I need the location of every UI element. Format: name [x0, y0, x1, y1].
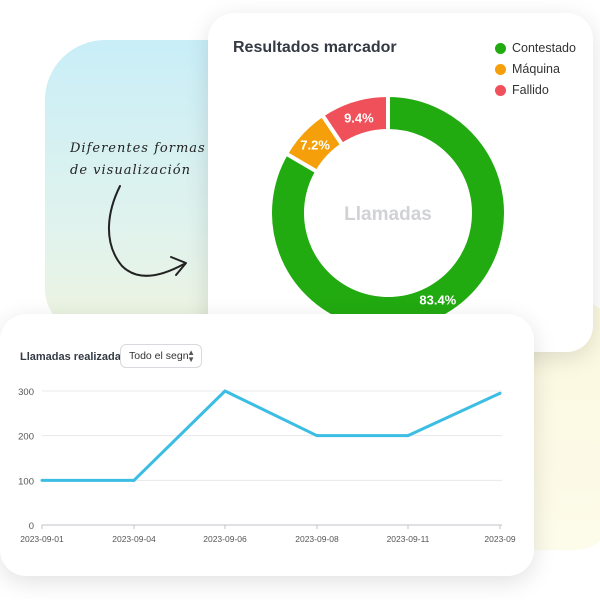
x-tick-label: 2023-09-11 — [387, 534, 430, 544]
line-chart: 0 100 200 300 2023-09-01 2023-09-04 2023-09-06… — [18, 387, 516, 544]
x-tick-label: 2023-09-08 — [295, 534, 339, 544]
legend-dot-icon — [495, 63, 506, 75]
calls-made-label: Llamadas realizadas: — [20, 351, 131, 363]
period-select[interactable]: Todo el segn ▲ ▼ — [120, 344, 202, 368]
legend-label: Máquina — [512, 62, 560, 76]
x-tick-label: 2023-09 — [484, 534, 515, 544]
data-point[interactable] — [498, 391, 502, 395]
y-tick-label: 300 — [18, 387, 34, 398]
x-tick-label: 2023-09-01 — [20, 534, 64, 544]
y-tick-label: 200 — [18, 432, 34, 443]
legend-item-contestado[interactable]: Contestado — [495, 41, 576, 55]
data-point[interactable] — [315, 434, 319, 438]
y-tick-label: 100 — [18, 476, 34, 487]
x-tick-label: 2023-09-04 — [112, 534, 156, 544]
data-point[interactable] — [223, 389, 227, 393]
legend-dot-icon — [495, 84, 506, 96]
legend-dot-icon — [495, 42, 506, 54]
slice-fallido[interactable] — [319, 92, 390, 148]
slice-contestado[interactable] — [268, 92, 508, 333]
y-tick-label: 0 — [29, 521, 34, 532]
period-select-value: Todo el segn — [129, 350, 189, 362]
calls-made-card: Llamadas realizadas: Todo el segn ▲ ▼ 0 10… — [0, 314, 534, 576]
dialer-results-card: Resultados marcador Contestado Máquina F… — [208, 13, 593, 352]
legend-item-fallido[interactable]: Fallido — [495, 83, 576, 97]
annotation-text: Diferentes formas de visualización — [70, 138, 206, 182]
slice-value-label: 83.4% — [419, 293, 456, 308]
data-point[interactable] — [406, 434, 410, 438]
curved-arrow-icon — [108, 185, 187, 277]
sort-arrows-icon: ▲ ▼ — [187, 348, 195, 364]
slice-value-label: 7.2% — [300, 138, 330, 153]
x-tick-label: 2023-09-06 — [203, 534, 247, 544]
series-line[interactable] — [42, 389, 501, 482]
legend-label: Contestado — [512, 41, 576, 55]
card-title: Resultados marcador — [233, 39, 397, 56]
data-point[interactable] — [132, 478, 136, 482]
slice-value-label: 9.4% — [344, 110, 374, 125]
legend-label: Fallido — [512, 83, 549, 97]
annotation-line-1: Diferentes formas — [70, 141, 206, 156]
donut-chart: 83.4% 7.2% 9.4% Llamadas — [268, 92, 508, 333]
donut-center-label: Llamadas — [344, 204, 432, 225]
chart-legend: Contestado Máquina Fallido — [495, 41, 576, 104]
legend-item-maquina[interactable]: Máquina — [495, 62, 576, 76]
annotation-line-2: de visualización — [70, 163, 191, 178]
data-point[interactable] — [40, 478, 44, 482]
